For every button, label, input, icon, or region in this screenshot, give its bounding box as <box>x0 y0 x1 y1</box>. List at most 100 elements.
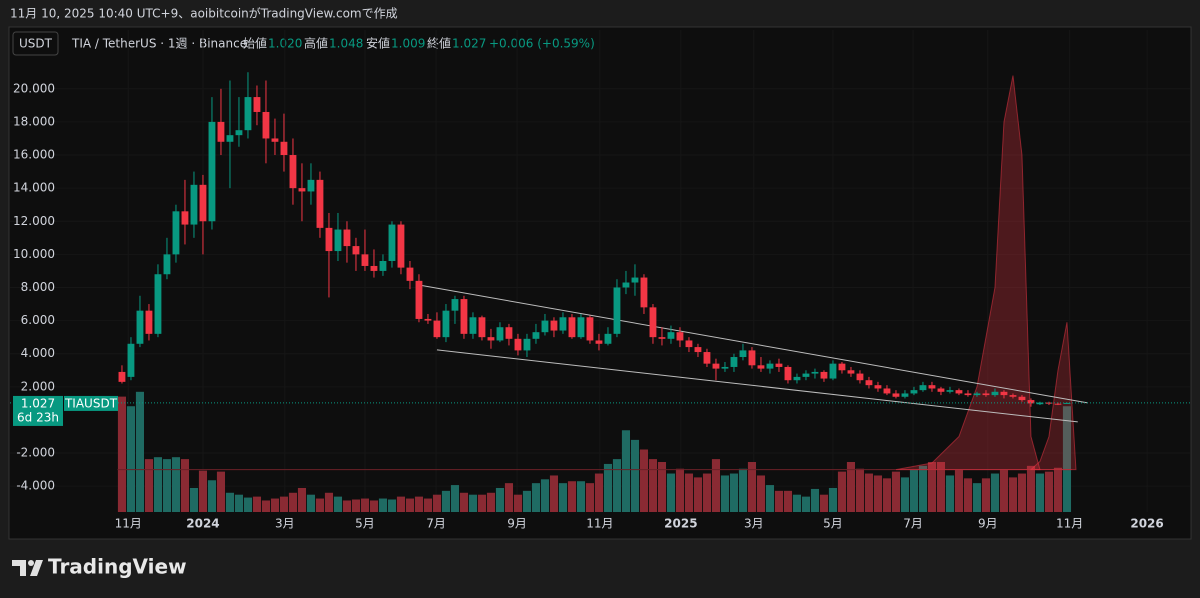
candle-body <box>973 393 981 396</box>
volume-bar <box>297 487 307 512</box>
candle-body <box>217 121 225 142</box>
candle-body <box>586 317 594 341</box>
volume-bar <box>882 478 892 512</box>
volume-bar <box>693 477 703 512</box>
volume-bar <box>387 499 397 512</box>
volume-bar <box>567 481 577 512</box>
candle-body <box>370 265 378 271</box>
x-tick-label: 7月 <box>426 517 446 531</box>
volume-bar <box>612 459 622 512</box>
volume-bar <box>873 475 883 512</box>
volume-bar <box>333 496 343 512</box>
plot: 11月 2024 3月 5月 7月 9月 11月 2025 3月 5月 7月 9月 11月 2026 1.0… <box>10 30 1190 531</box>
x-tick-label: 9月 <box>978 517 998 531</box>
volume-bar <box>711 459 721 512</box>
symbol-title: TIA / TetherUS · 1週 · Binance <box>71 37 247 51</box>
volume-bar <box>1017 473 1027 512</box>
candle-body <box>739 350 747 358</box>
volume-bar <box>396 496 406 512</box>
x-tick-label: 7月 <box>903 517 923 531</box>
candle-body <box>1027 400 1035 404</box>
candle-body <box>694 347 702 353</box>
candle-body <box>856 373 864 381</box>
candle-body <box>136 310 144 344</box>
volume-bar <box>720 475 730 512</box>
volume-bar <box>126 406 136 512</box>
volume-bar <box>990 473 1000 512</box>
y-tick-label: 16.000 <box>13 148 55 162</box>
volume-bar <box>486 492 496 512</box>
candle-body <box>658 337 666 339</box>
candle-body <box>1000 391 1008 396</box>
volume-bar <box>909 469 919 512</box>
candle-body <box>982 393 990 396</box>
trendline <box>436 349 1078 423</box>
volume-bar <box>468 494 478 512</box>
volume-bar <box>900 477 910 512</box>
candle-body <box>991 391 999 396</box>
volume-bar <box>144 459 154 512</box>
candle-body <box>298 188 306 192</box>
volume-bar <box>315 498 325 512</box>
volume-bar <box>846 462 856 512</box>
logo: TradingView <box>12 555 187 579</box>
volume-bar <box>801 496 811 512</box>
candle-body <box>415 280 423 319</box>
candle-body <box>757 365 765 369</box>
candle-body <box>325 227 333 252</box>
volume-bar <box>945 475 955 512</box>
logo-dot <box>28 560 34 566</box>
volume-bar <box>216 471 226 512</box>
candle-body <box>433 320 441 338</box>
candle-body <box>190 184 198 225</box>
candle-body <box>424 318 432 321</box>
volume-bar <box>378 498 388 512</box>
volume-bar <box>648 459 658 512</box>
y-tick-label: 18.000 <box>13 114 55 128</box>
currency-button-label[interactable]: USDT <box>19 37 53 51</box>
volume-bar <box>459 492 469 512</box>
candle-body <box>622 282 630 288</box>
overlay-area <box>895 75 1041 471</box>
volume-bar <box>954 469 964 512</box>
currency-button[interactable] <box>12 31 59 56</box>
y-tick-label: 10.000 <box>13 247 55 261</box>
legend-value: 1.009 <box>391 37 425 51</box>
y-tick-label: 6.000 <box>21 313 55 327</box>
volume-bar <box>198 470 208 512</box>
volume-bar <box>927 462 937 512</box>
volume-bar <box>891 471 901 512</box>
y-tick-label: 12.000 <box>13 214 55 228</box>
candle-body <box>118 371 126 382</box>
x-tick-label: 2024 <box>186 517 219 531</box>
candle-body <box>595 340 603 344</box>
candle-body <box>541 320 549 333</box>
volume-bar <box>252 496 262 512</box>
x-tick-label: 3月 <box>275 517 295 531</box>
candle-body <box>226 135 234 142</box>
candle-body <box>1009 395 1017 397</box>
candle-body <box>460 299 468 334</box>
symbol-label-box <box>64 395 118 411</box>
volume-bar <box>153 457 163 512</box>
volume-bar <box>495 487 505 512</box>
volume-bar <box>1008 477 1018 512</box>
candle-body <box>919 385 927 391</box>
volume-bar <box>171 457 181 512</box>
volume-bar <box>684 473 694 512</box>
volume-bar <box>369 500 379 512</box>
volume-bar <box>765 485 775 512</box>
candle-body <box>550 320 558 331</box>
candle-body <box>478 317 486 338</box>
volume-bar <box>180 459 190 512</box>
volume-bar <box>639 449 649 512</box>
caption: 11月 10, 2025 10:40 UTC+9、aoibitcoinがTrad… <box>10 6 398 21</box>
legend-value: 1.027 <box>452 37 486 51</box>
candle-body <box>793 376 801 381</box>
legend: TIA / TetherUS · 1週 · Binance 始値 1.020 高… <box>71 36 595 51</box>
candle-body <box>262 111 270 139</box>
x-tick-label: 2025 <box>664 517 697 531</box>
logo-icon <box>12 560 43 576</box>
y-tick-label: -2.000 <box>16 446 55 460</box>
